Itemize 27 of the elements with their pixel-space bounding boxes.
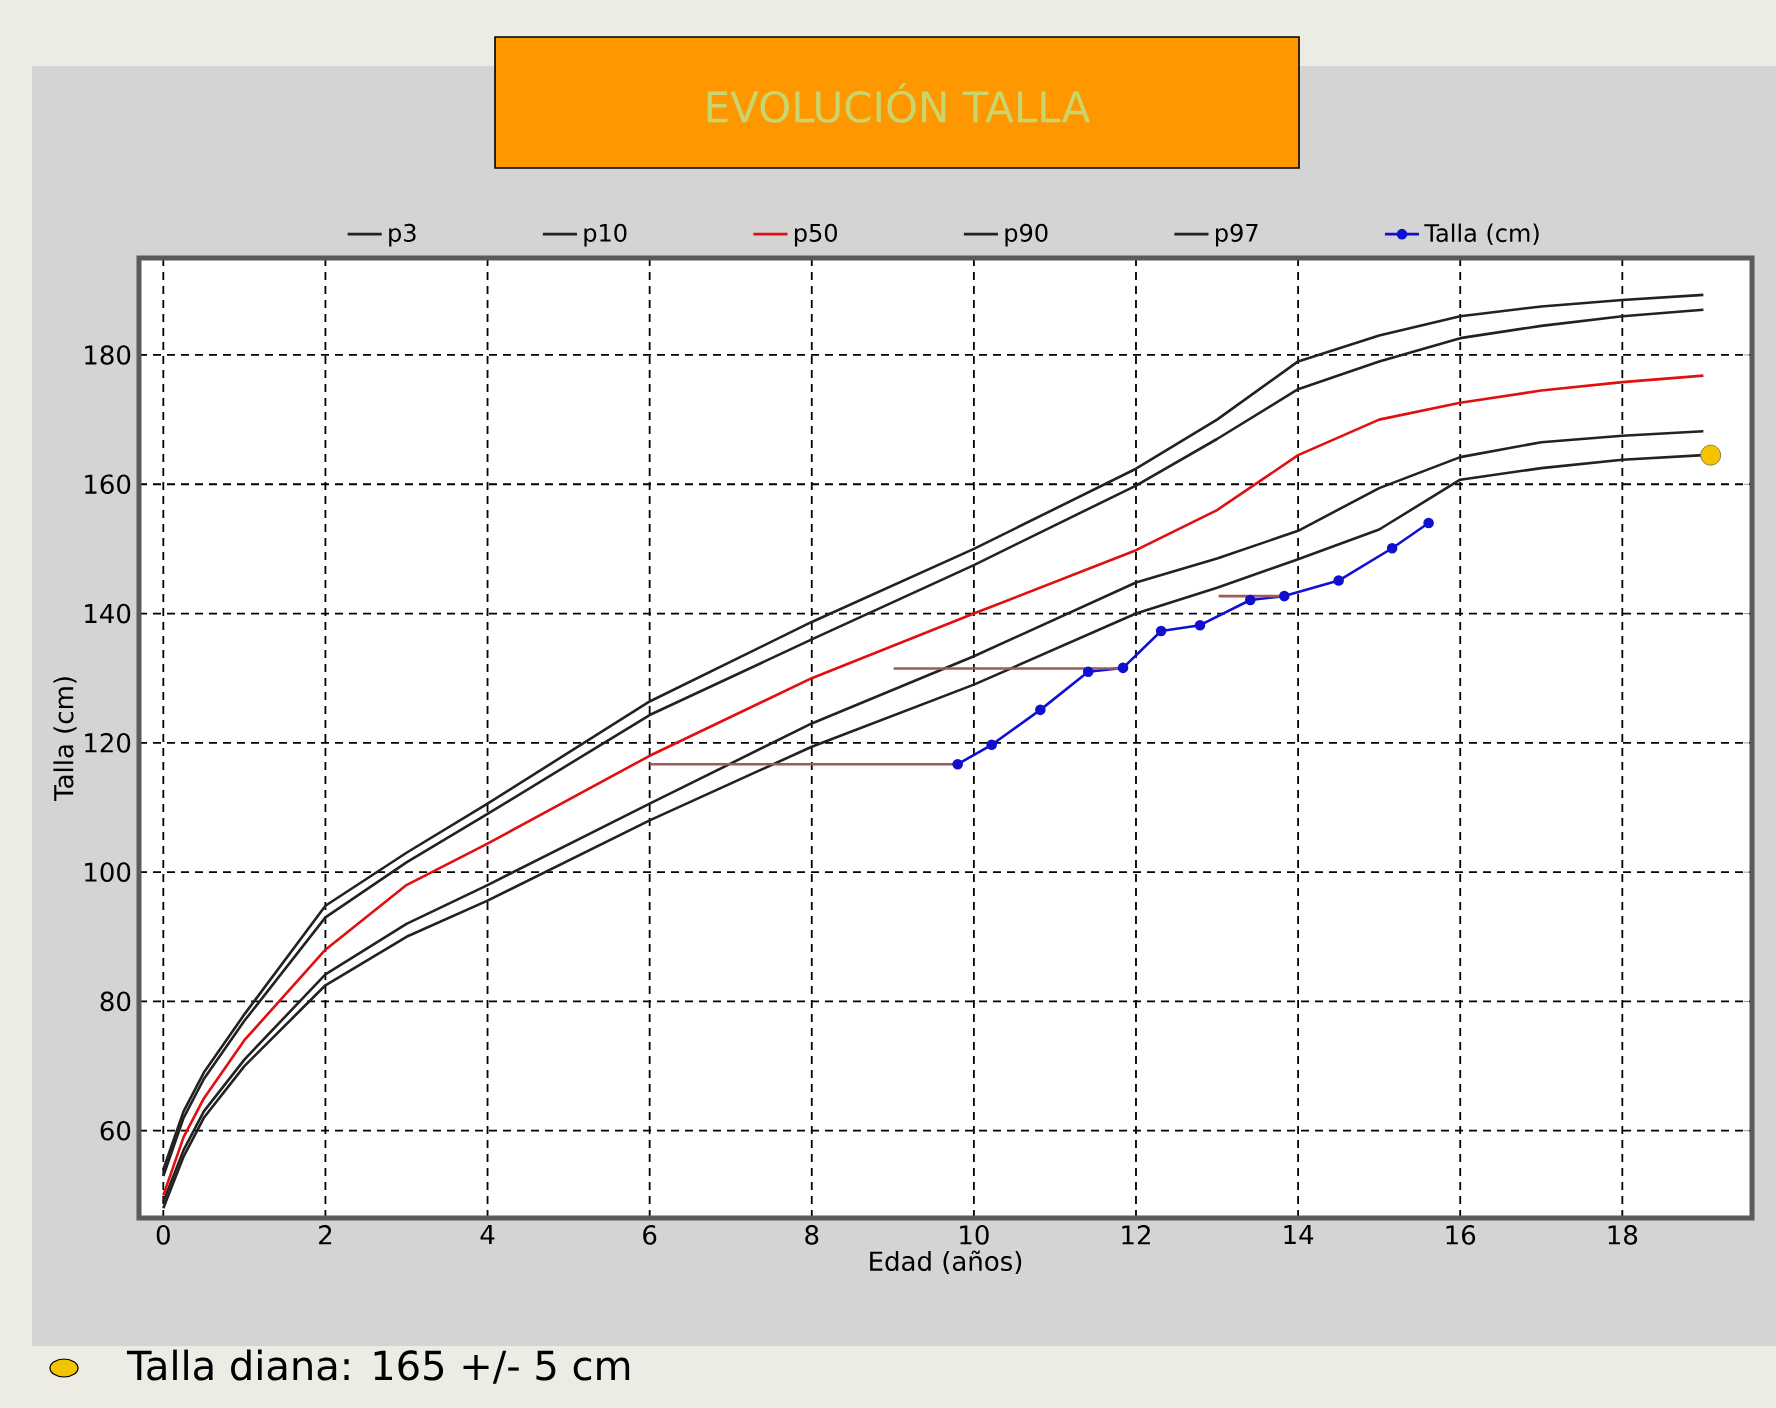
- x-tick-label: 6: [643, 1225, 657, 1245]
- x-tick-label: 10: [960, 1225, 989, 1245]
- x-tick-label: 0: [156, 1225, 170, 1245]
- y-tick-label: 160: [85, 474, 131, 495]
- legend-label: p97: [1216, 223, 1258, 247]
- x-tick-label: 8: [805, 1225, 819, 1245]
- x-tick-label: 2: [319, 1225, 332, 1245]
- y-axis-title: Talla (cm): [53, 677, 77, 802]
- y-tick-label: 60: [100, 1120, 131, 1141]
- chart-title: EVOLUCIÓN TALLA: [707, 83, 1091, 123]
- legend-label: p50: [794, 223, 837, 247]
- y-tick-label: 120: [85, 733, 131, 753]
- text: Talla diana: 165 +/- 5 cm: [126, 1349, 630, 1384]
- x-tick-label: 4: [480, 1225, 495, 1245]
- x-tick-label: 18: [1608, 1225, 1638, 1245]
- y-tick-label: 140: [85, 603, 131, 624]
- legend-label: Talla (cm): [1424, 223, 1539, 245]
- x-tick-label: 16: [1446, 1225, 1476, 1245]
- legend-label: p10: [584, 223, 627, 247]
- x-tick-label: 12: [1122, 1225, 1150, 1245]
- y-tick-label: 80: [100, 991, 131, 1012]
- y-tick-label: 100: [85, 862, 131, 882]
- legend-label: p90: [1005, 223, 1048, 247]
- x-axis-title: Edad (años): [870, 1250, 1022, 1275]
- y-tick-label: 180: [85, 345, 131, 365]
- legend-label: p3: [389, 223, 416, 247]
- x-tick-label: 14: [1284, 1225, 1314, 1245]
